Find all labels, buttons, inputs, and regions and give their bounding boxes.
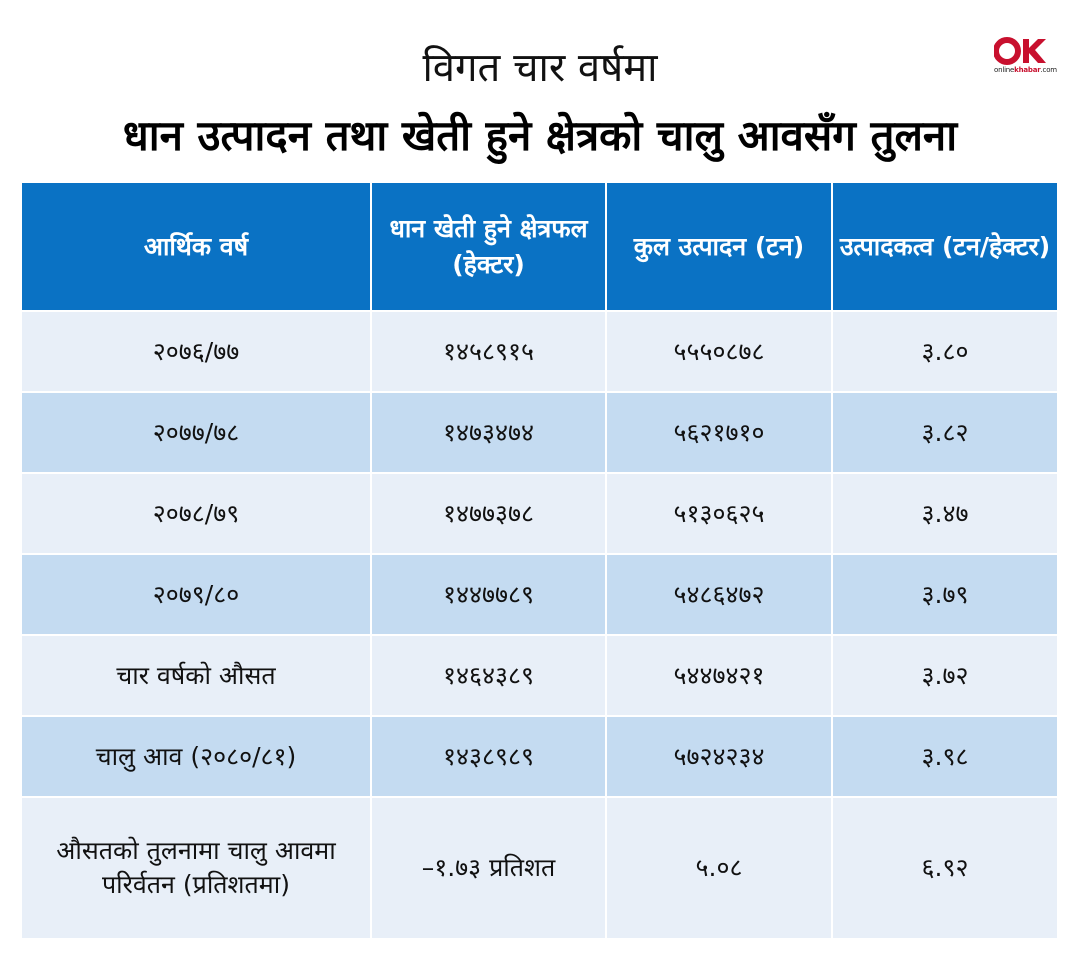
table-cell: ३.४७	[831, 472, 1059, 555]
table-cell: ५४८६४७२	[605, 553, 833, 636]
table-row: चालु आव (२०८०/८१) १४३८९८९ ५७२४२३४ ३.९८	[20, 715, 1059, 798]
column-header: आर्थिक वर्ष	[20, 181, 372, 312]
table-row: २०७६/७७ १४५८९१५ ५५५०८७८ ३.८०	[20, 310, 1059, 393]
table-cell: ५६२१७१०	[605, 391, 833, 474]
table-row: औसतको तुलनामा चालु आवमा परिर्वतन (प्रतिश…	[20, 796, 1059, 940]
onlinekhabar-logo: onlinekhabar.com	[994, 36, 1057, 80]
table-cell: २०७९/८०	[20, 553, 372, 636]
table-cell: ५४४७४२१	[605, 634, 833, 717]
table-cell: ५७२४२३४	[605, 715, 833, 798]
table-cell: २०७६/७७	[20, 310, 372, 393]
table-cell: ५५५०८७८	[605, 310, 833, 393]
table-cell: १४४७७८९	[370, 553, 607, 636]
table-cell: ५१३०६२५	[605, 472, 833, 555]
table-cell: १४७३४७४	[370, 391, 607, 474]
table-row: २०७७/७८ १४७३४७४ ५६२१७१० ३.८२	[20, 391, 1059, 474]
header: विगत चार वर्षमा धान उत्पादन तथा खेती हुन…	[0, 0, 1080, 180]
column-header: धान खेती हुने क्षेत्रफल (हेक्टर)	[370, 181, 607, 312]
table-cell: २०७७/७८	[20, 391, 372, 474]
column-header: कुल उत्पादन (टन)	[605, 181, 833, 312]
table-cell: ३.८२	[831, 391, 1059, 474]
table-cell: १४७७३७८	[370, 472, 607, 555]
column-header: उत्पादकत्व (टन/हेक्टर)	[831, 181, 1059, 312]
table-row: २०७९/८० १४४७७८९ ५४८६४७२ ३.७९	[20, 553, 1059, 636]
table-cell: १४५८९१५	[370, 310, 607, 393]
table-row: २०७८/७९ १४७७३७८ ५१३०६२५ ३.४७	[20, 472, 1059, 555]
data-table: आर्थिक वर्ष धान खेती हुने क्षेत्रफल (हेक…	[20, 181, 1059, 940]
table-cell: –१.७३ प्रतिशत	[370, 796, 607, 940]
table-header-row: आर्थिक वर्ष धान खेती हुने क्षेत्रफल (हेक…	[20, 181, 1059, 312]
subtitle: विगत चार वर्षमा	[422, 45, 658, 91]
table-cell: १४३८९८९	[370, 715, 607, 798]
table-cell: चालु आव (२०८०/८१)	[20, 715, 372, 798]
table-cell: १४६४३८९	[370, 634, 607, 717]
table-cell: औसतको तुलनामा चालु आवमा परिर्वतन (प्रतिश…	[20, 796, 372, 940]
table-cell: ६.९२	[831, 796, 1059, 940]
ok-logo-icon	[994, 37, 1046, 65]
table-cell: ५.०८	[605, 796, 833, 940]
table-row: चार वर्षको औसत १४६४३८९ ५४४७४२१ ३.७२	[20, 634, 1059, 717]
table-cell: ३.७२	[831, 634, 1059, 717]
page-title: धान उत्पादन तथा खेती हुने क्षेत्रको चालु…	[122, 111, 958, 160]
table-cell: २०७८/७९	[20, 472, 372, 555]
table-cell: ३.८०	[831, 310, 1059, 393]
table-cell: ३.९८	[831, 715, 1059, 798]
table-cell: ३.७९	[831, 553, 1059, 636]
logo-wordmark: onlinekhabar.com	[994, 66, 1057, 74]
table-cell: चार वर्षको औसत	[20, 634, 372, 717]
